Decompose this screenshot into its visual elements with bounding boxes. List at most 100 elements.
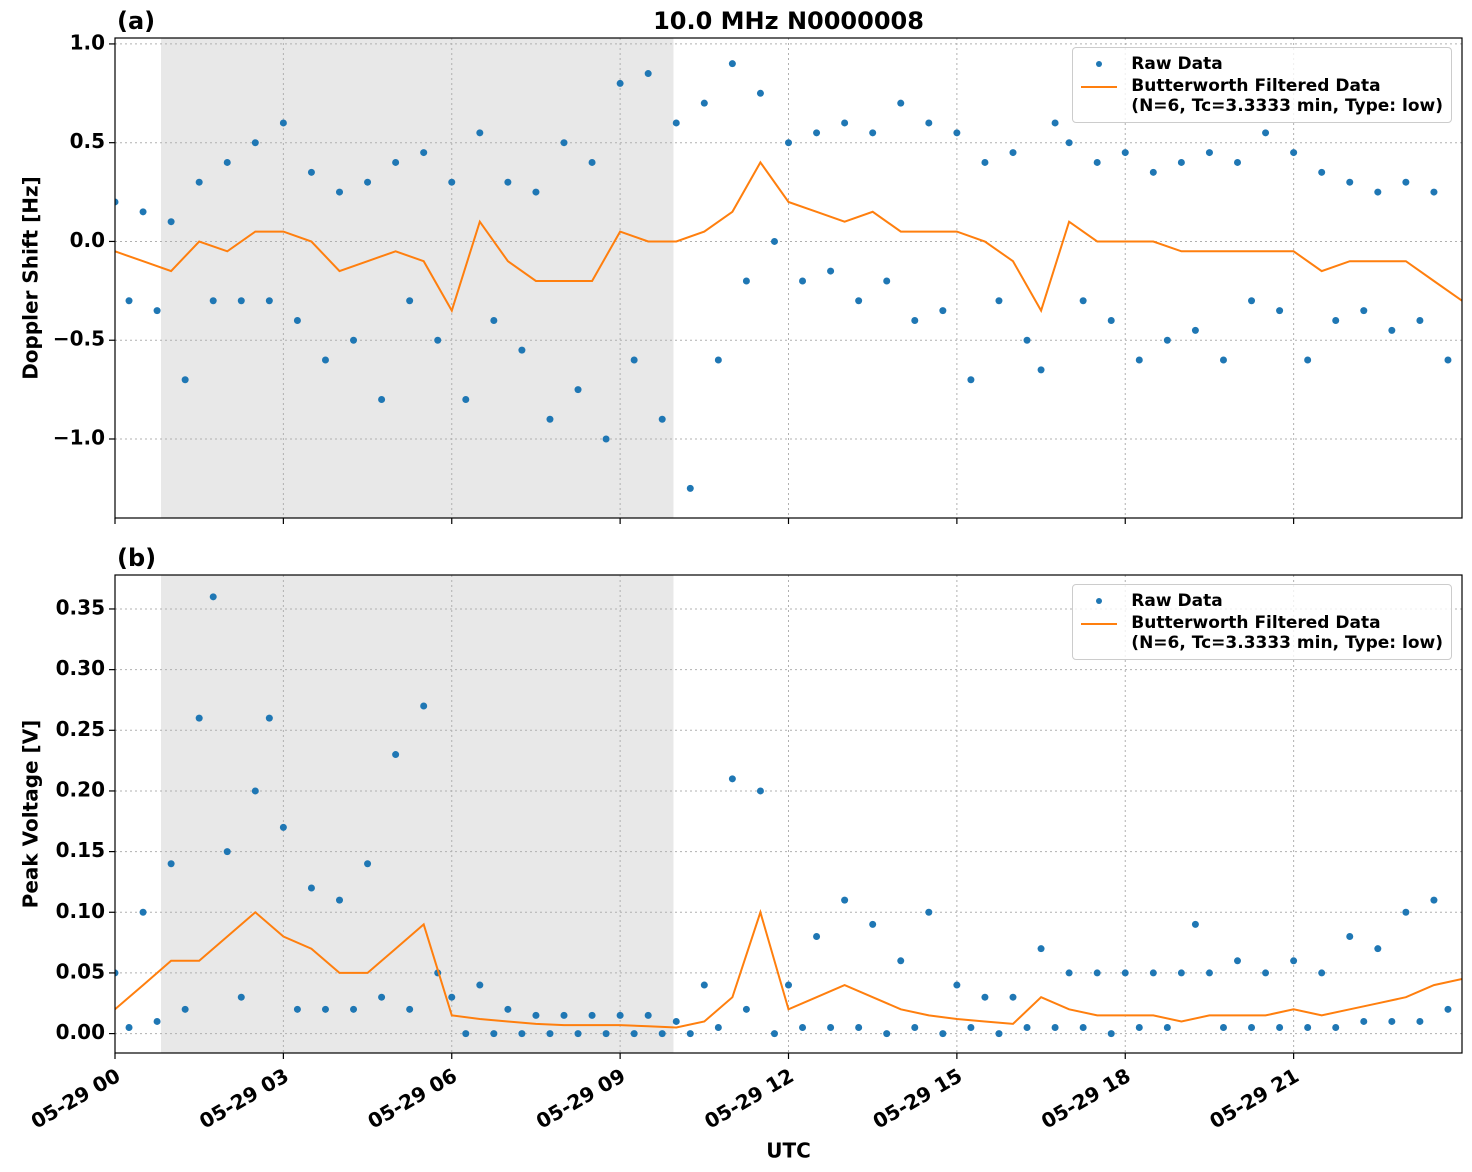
raw-point	[321, 1005, 329, 1013]
raw-point	[981, 993, 989, 1001]
raw-point	[153, 307, 161, 315]
raw-point	[1093, 969, 1101, 977]
raw-point	[406, 1005, 414, 1013]
raw-point	[658, 415, 666, 423]
raw-point	[799, 1024, 807, 1032]
raw-point	[1318, 969, 1326, 977]
raw-point	[1149, 969, 1157, 977]
raw-point	[265, 714, 273, 722]
night-shade	[161, 38, 674, 518]
raw-point	[350, 1005, 358, 1013]
raw-point	[897, 99, 905, 107]
raw-point	[115, 969, 119, 977]
y-axis-label: Peak Voltage [V]	[19, 720, 43, 909]
raw-point	[827, 267, 835, 275]
raw-point	[813, 129, 821, 137]
night-shade	[161, 575, 674, 1053]
raw-point	[1135, 1024, 1143, 1032]
panel-label: (a)	[117, 7, 155, 35]
y-tick-label: 0.00	[56, 1020, 105, 1044]
raw-point	[911, 316, 919, 324]
raw-point	[532, 188, 540, 196]
raw-point	[1332, 316, 1340, 324]
legend-swatch	[1096, 61, 1103, 67]
raw-point	[1135, 356, 1143, 364]
raw-point	[644, 70, 652, 78]
legend-entry: Raw Data	[1079, 54, 1443, 74]
raw-point	[560, 1011, 568, 1019]
x-tick-label: 05-29 21	[1205, 1063, 1303, 1133]
raw-point	[1290, 149, 1298, 157]
raw-point	[644, 1011, 652, 1019]
raw-point	[1402, 908, 1410, 916]
axes-frame	[114, 574, 1463, 1054]
raw-point	[223, 848, 231, 856]
raw-point	[630, 356, 638, 364]
raw-point	[139, 908, 147, 916]
raw-point	[307, 884, 315, 892]
raw-point	[588, 158, 596, 166]
raw-point	[279, 823, 287, 831]
y-tick-label: −1.0	[53, 425, 105, 449]
y-tick-label: 0.30	[56, 656, 105, 680]
x-tick-label: 05-29 09	[532, 1063, 630, 1133]
raw-point	[1262, 969, 1270, 977]
raw-point	[350, 336, 358, 344]
raw-point	[841, 119, 849, 127]
raw-point	[434, 336, 442, 344]
raw-point	[967, 1024, 975, 1032]
raw-point	[1107, 1030, 1115, 1038]
raw-point	[378, 395, 386, 403]
raw-point	[616, 79, 624, 87]
raw-point	[1248, 1024, 1256, 1032]
raw-point	[1107, 316, 1115, 324]
raw-point	[728, 60, 736, 68]
raw-point	[546, 1030, 554, 1038]
raw-point	[195, 178, 203, 186]
raw-point	[490, 316, 498, 324]
legend-key	[1079, 591, 1119, 611]
raw-point	[1163, 336, 1171, 344]
x-tick-label: 05-29 00	[27, 1063, 125, 1133]
legend-swatch	[1081, 623, 1118, 625]
raw-point	[392, 751, 400, 759]
raw-point	[1234, 957, 1241, 965]
raw-point	[279, 119, 287, 127]
raw-point	[1191, 920, 1199, 928]
raw-point	[1121, 149, 1129, 157]
y-tick-label: 0.10	[56, 899, 105, 923]
raw-point	[1360, 307, 1368, 315]
raw-point	[237, 993, 245, 1001]
raw-point	[251, 787, 259, 795]
raw-point	[855, 1024, 863, 1032]
raw-point	[490, 1030, 498, 1038]
raw-point	[1290, 957, 1298, 965]
raw-point	[953, 129, 961, 137]
raw-point	[1051, 1024, 1059, 1032]
filtered-line	[115, 908, 1462, 1029]
legend-key	[1079, 613, 1119, 653]
y-tick-label: 0.15	[56, 838, 105, 862]
raw-point	[714, 1024, 722, 1032]
raw-point	[1234, 158, 1241, 166]
legend-label: Butterworth Filtered Data (N=6, Tc=3.333…	[1131, 76, 1443, 116]
raw-point	[1248, 297, 1256, 305]
raw-point	[1219, 1024, 1227, 1032]
x-tick-label: 05-29 12	[700, 1063, 798, 1133]
raw-point	[1065, 969, 1073, 977]
raw-point	[448, 178, 456, 186]
raw-point	[1009, 149, 1017, 157]
legend-entry: Butterworth Filtered Data (N=6, Tc=3.333…	[1079, 76, 1443, 116]
raw-point	[336, 896, 343, 904]
chart-title: 10.0 MHz N0000008	[653, 7, 924, 35]
raw-point	[1360, 1017, 1368, 1025]
raw-point	[616, 1011, 624, 1019]
x-tick-label: 05-29 18	[1037, 1063, 1135, 1133]
raw-point	[115, 198, 119, 206]
raw-point	[574, 386, 582, 394]
legend-label: Raw Data	[1131, 591, 1223, 611]
legend-entry: Raw Data	[1079, 591, 1443, 611]
raw-point	[546, 415, 554, 423]
raw-point	[181, 376, 189, 384]
